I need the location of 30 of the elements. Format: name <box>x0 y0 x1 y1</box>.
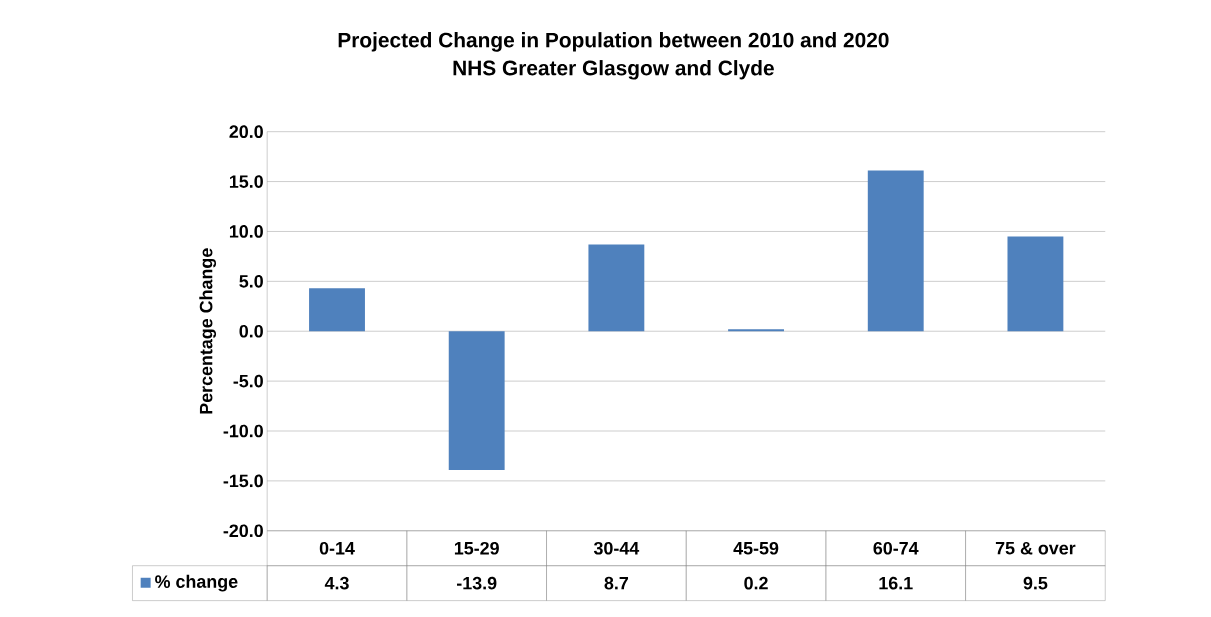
data-label: 9.5 <box>1023 577 1048 590</box>
data-label: 16.1 <box>879 577 913 590</box>
y-tick-label: 10.0 <box>229 225 263 238</box>
bar <box>448 331 505 471</box>
y-tick-label: -5.0 <box>233 374 263 388</box>
y-tick-label: -20.0 <box>223 524 263 538</box>
data-label: -13.9 <box>457 577 497 590</box>
x-tick-label: 45-59 <box>733 542 779 555</box>
x-tick-label: 60-74 <box>873 542 919 555</box>
bar <box>588 244 645 332</box>
y-tick-label: 15.0 <box>229 175 263 189</box>
data-label: 4.3 <box>324 577 349 590</box>
bar <box>867 170 924 332</box>
chart-title: Projected Change in Population between 2010 and 2020 <box>338 32 889 52</box>
y-tick-label: 20.0 <box>229 125 263 139</box>
y-tick-label: 0.0 <box>239 325 263 338</box>
x-tick-label: 75 & over <box>995 542 1076 555</box>
data-label: 8.7 <box>604 577 629 590</box>
data-label: 0.2 <box>744 577 768 590</box>
y-axis-title: Percentage Change <box>199 248 217 414</box>
y-tick-label: 5.0 <box>239 275 263 288</box>
bar <box>309 288 365 332</box>
y-tick-label: -10.0 <box>223 424 263 438</box>
x-tick-label: 0-14 <box>319 542 355 555</box>
x-tick-label: 15-29 <box>454 542 499 555</box>
y-tick-label: -15.0 <box>223 474 263 488</box>
chart-subtitle: NHS Greater Glasgow and Clyde <box>453 60 774 80</box>
bar <box>1007 236 1064 332</box>
legend-label: % change <box>155 574 238 592</box>
x-tick-label: 30-44 <box>593 542 640 555</box>
